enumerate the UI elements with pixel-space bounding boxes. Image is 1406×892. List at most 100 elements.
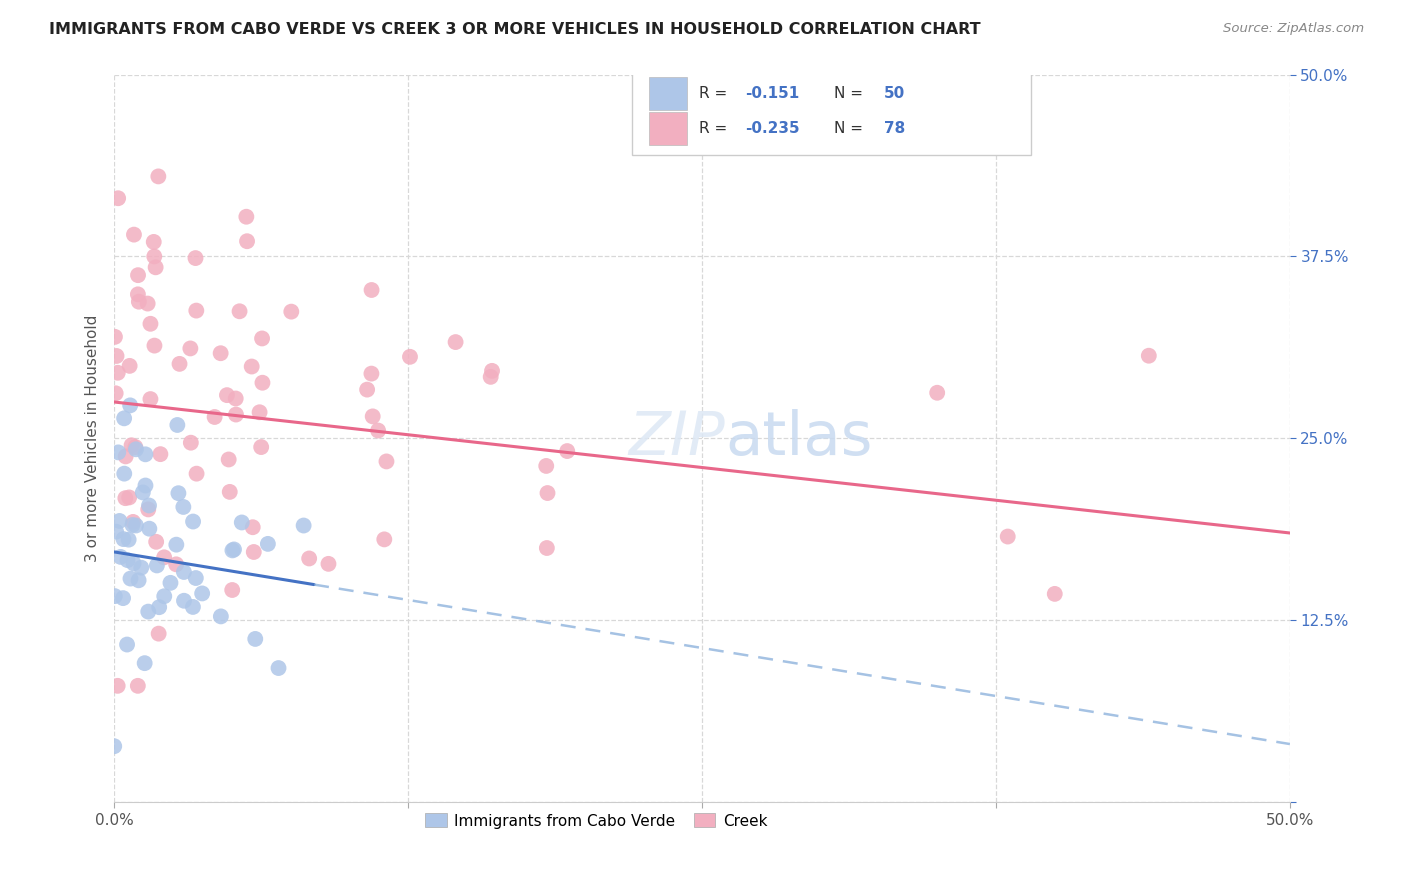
Point	[127, 268, 149, 282]
Point	[148, 600, 170, 615]
Point	[159, 575, 181, 590]
Point	[142, 235, 165, 249]
Point	[167, 486, 190, 500]
Point	[112, 467, 135, 481]
Point	[122, 515, 145, 529]
Point	[479, 369, 502, 384]
Point	[118, 491, 141, 505]
FancyBboxPatch shape	[650, 112, 686, 145]
Point	[134, 656, 156, 670]
Text: atlas: atlas	[725, 409, 873, 468]
Point	[129, 560, 152, 574]
Point	[184, 251, 207, 265]
Point	[114, 450, 136, 464]
Point	[112, 591, 135, 606]
Point	[240, 359, 263, 374]
Point	[127, 287, 149, 301]
Point	[235, 210, 257, 224]
Point	[181, 515, 204, 529]
Point	[110, 549, 132, 564]
Point	[250, 331, 273, 345]
Point	[173, 593, 195, 607]
Point	[242, 520, 264, 534]
Point	[536, 541, 558, 555]
Point	[148, 169, 170, 184]
Point	[136, 605, 159, 619]
Point	[107, 445, 129, 459]
Point	[124, 440, 146, 454]
Point	[361, 409, 384, 424]
Point	[114, 491, 136, 505]
Point	[191, 586, 214, 600]
Point	[166, 417, 188, 432]
Point	[145, 260, 167, 275]
Text: -0.235: -0.235	[745, 121, 800, 136]
Point	[107, 191, 129, 205]
Point	[104, 386, 127, 401]
Point	[120, 398, 142, 412]
Point	[149, 447, 172, 461]
Point	[179, 342, 201, 356]
Point	[134, 447, 156, 461]
Point	[172, 500, 194, 514]
Point	[153, 550, 176, 565]
Point	[180, 435, 202, 450]
Point	[267, 661, 290, 675]
Point	[318, 557, 340, 571]
Point	[298, 551, 321, 566]
Point	[139, 392, 162, 406]
Point	[112, 532, 135, 546]
Point	[148, 626, 170, 640]
Point	[1043, 587, 1066, 601]
Point	[222, 542, 245, 557]
Point	[153, 589, 176, 603]
Point	[184, 571, 207, 585]
Point	[257, 537, 280, 551]
Point	[127, 679, 149, 693]
Legend: Immigrants from Cabo Verde, Creek: Immigrants from Cabo Verde, Creek	[419, 807, 773, 835]
Point	[139, 317, 162, 331]
Point	[360, 367, 382, 381]
Point	[112, 411, 135, 425]
Point	[373, 533, 395, 547]
Point	[249, 405, 271, 419]
Text: Source: ZipAtlas.com: Source: ZipAtlas.com	[1223, 22, 1364, 36]
Point	[117, 553, 139, 567]
Point	[169, 357, 191, 371]
Text: IMMIGRANTS FROM CABO VERDE VS CREEK 3 OR MORE VEHICLES IN HOUSEHOLD CORRELATION : IMMIGRANTS FROM CABO VERDE VS CREEK 3 OR…	[49, 22, 981, 37]
Point	[555, 444, 578, 458]
Point	[186, 467, 208, 481]
Point	[209, 346, 232, 360]
Point	[360, 283, 382, 297]
Point	[236, 234, 259, 248]
Text: R =: R =	[699, 86, 731, 101]
Point	[165, 558, 187, 572]
Point	[145, 534, 167, 549]
Point	[292, 518, 315, 533]
Point	[143, 250, 166, 264]
Text: N =: N =	[834, 121, 868, 136]
Point	[146, 558, 169, 573]
Point	[105, 349, 128, 363]
Point	[209, 609, 232, 624]
Point	[250, 440, 273, 454]
Point	[138, 522, 160, 536]
Point	[225, 392, 247, 406]
Point	[375, 454, 398, 468]
Point	[242, 545, 264, 559]
Point	[118, 359, 141, 373]
Point	[107, 679, 129, 693]
Point	[105, 524, 128, 539]
Point	[121, 438, 143, 452]
Point	[215, 388, 238, 402]
Point	[536, 458, 558, 473]
Text: -0.151: -0.151	[745, 86, 800, 101]
Point	[536, 486, 558, 500]
Point	[231, 516, 253, 530]
Point	[367, 424, 389, 438]
Point	[121, 518, 143, 533]
Point	[108, 514, 131, 528]
Point	[122, 557, 145, 571]
Point	[221, 543, 243, 558]
Point	[122, 227, 145, 242]
